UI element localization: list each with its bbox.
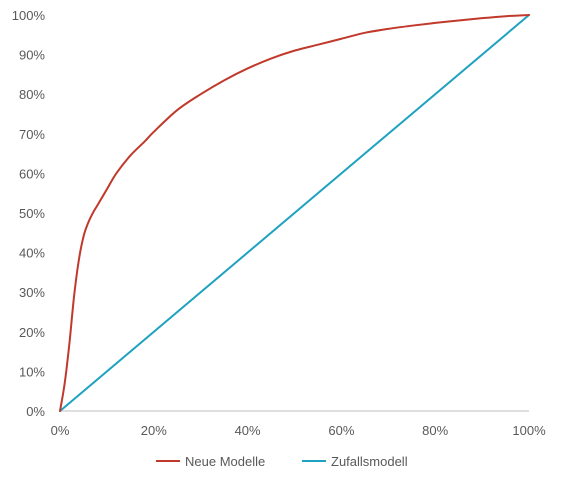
x-tick-label: 20% bbox=[141, 423, 167, 438]
x-tick-label: 40% bbox=[235, 423, 261, 438]
y-tick-label: 50% bbox=[19, 206, 45, 221]
x-tick-label: 100% bbox=[512, 423, 546, 438]
y-tick-label: 30% bbox=[19, 285, 45, 300]
y-tick-label: 70% bbox=[19, 127, 45, 142]
y-tick-label: 20% bbox=[19, 325, 45, 340]
y-tick-labels: 0% 10% 20% 30% 40% 50% 60% 70% 80% 90% 100% bbox=[12, 8, 46, 419]
x-tick-label: 0% bbox=[51, 423, 70, 438]
series-lines bbox=[59, 14, 530, 412]
y-tick-label: 40% bbox=[19, 246, 45, 261]
y-tick-label: 0% bbox=[26, 404, 45, 419]
y-tick-label: 100% bbox=[12, 8, 46, 23]
series-line-1 bbox=[59, 14, 530, 412]
y-tick-label: 10% bbox=[19, 364, 45, 379]
x-tick-label: 60% bbox=[328, 423, 354, 438]
legend-label: Zufallsmodell bbox=[331, 454, 408, 469]
y-tick-label: 90% bbox=[19, 48, 45, 63]
legend: Neue Modelle Zufallsmodell bbox=[156, 454, 408, 469]
y-tick-label: 60% bbox=[19, 166, 45, 181]
x-tick-labels: 0% 20% 40% 60% 80% 100% bbox=[51, 423, 546, 438]
y-tick-label: 80% bbox=[19, 87, 45, 102]
x-tick-label: 80% bbox=[422, 423, 448, 438]
legend-label: Neue Modelle bbox=[185, 454, 265, 469]
series-line-0 bbox=[59, 14, 530, 412]
